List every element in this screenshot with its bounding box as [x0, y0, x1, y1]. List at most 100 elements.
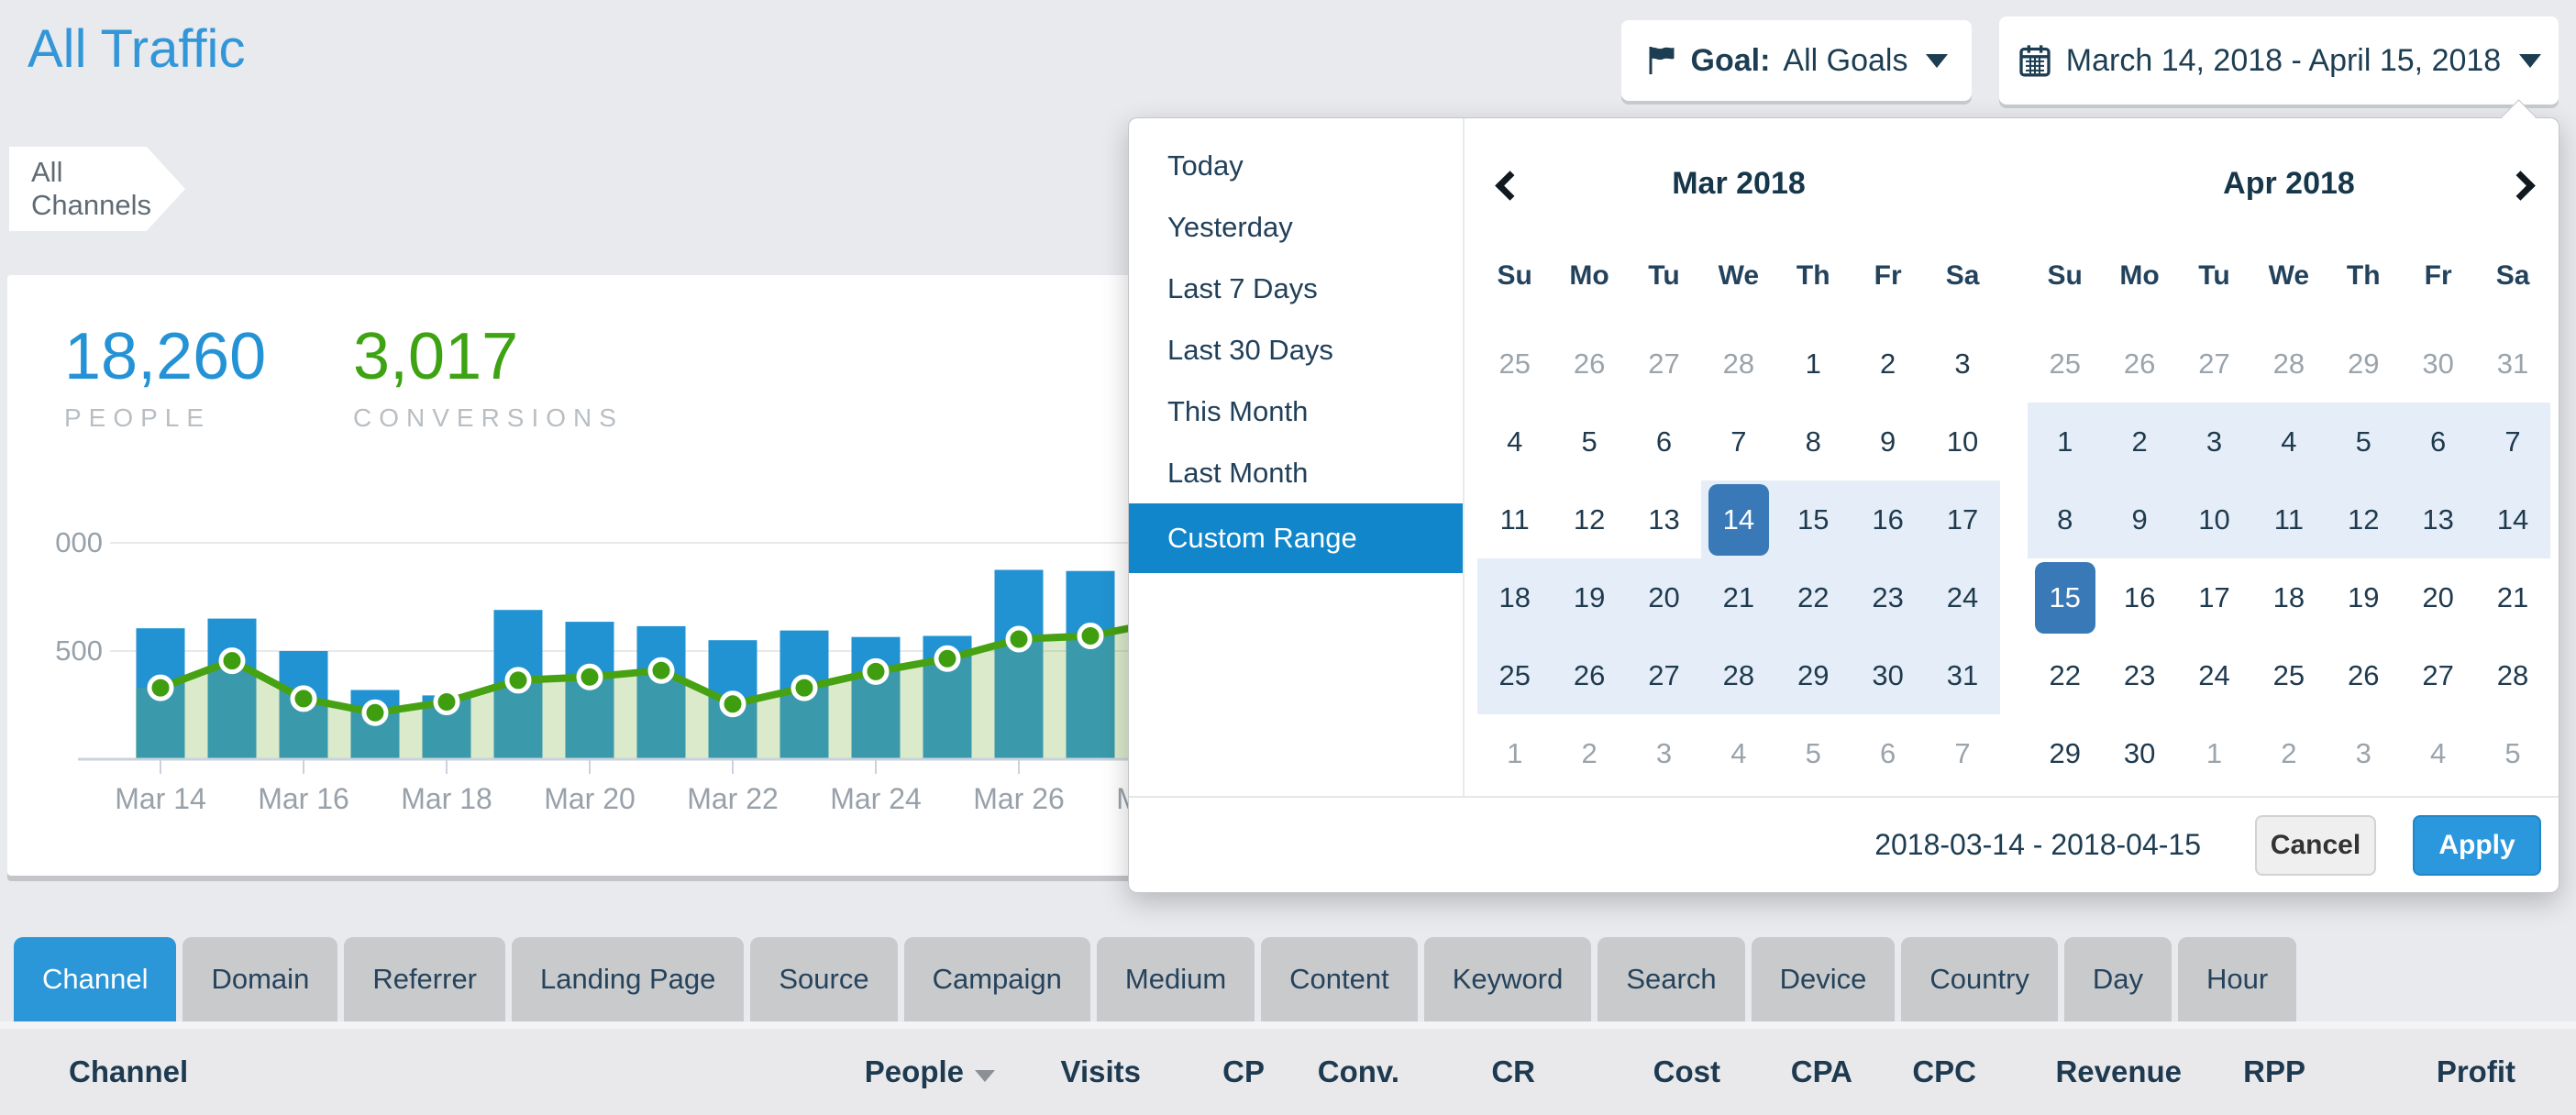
preset-item[interactable]: Today [1167, 149, 1244, 182]
calendar-day[interactable]: 19 [2348, 580, 2380, 613]
tab-referrer[interactable]: Referrer [344, 937, 506, 1021]
calendar-day[interactable]: 11 [1499, 502, 1530, 535]
calendar-day[interactable]: 4 [1730, 736, 1747, 769]
calendar-day[interactable]: 5 [1805, 736, 1821, 769]
calendar-day[interactable]: 2 [2281, 736, 2297, 769]
calendar-day[interactable]: 15 [1775, 480, 1851, 558]
tab-search[interactable]: Search [1598, 937, 1745, 1021]
calendar-day[interactable]: 9 [2102, 480, 2177, 558]
calendar-day[interactable]: 19 [1552, 558, 1627, 636]
column-header-people[interactable]: People [720, 1054, 995, 1089]
calendar-day[interactable]: 4 [2251, 403, 2327, 480]
calendar-day[interactable]: 29 [1775, 636, 1851, 714]
tab-source[interactable]: Source [750, 937, 898, 1021]
tab-day[interactable]: Day [2063, 937, 2172, 1021]
calendar-day[interactable]: 18 [2272, 580, 2305, 613]
preset-item[interactable]: Last 30 Days [1167, 334, 1333, 366]
preset-item-custom-range[interactable]: Custom Range [1129, 503, 1463, 573]
column-header-cp[interactable]: CP [1222, 1054, 1265, 1088]
calendar-day[interactable]: 27 [2422, 658, 2454, 691]
calendar-day[interactable]: 17 [2198, 580, 2230, 613]
calendar-day[interactable]: 26 [1552, 636, 1627, 714]
tab-device[interactable]: Device [1751, 937, 1896, 1021]
tab-channel[interactable]: Channel [14, 937, 177, 1021]
calendar-day[interactable]: 3 [2176, 403, 2252, 480]
preset-item[interactable]: Yesterday [1167, 211, 1293, 243]
calendar-day[interactable]: 31 [2496, 347, 2529, 380]
calendar-day[interactable]: 31 [1925, 636, 2000, 714]
calendar-day[interactable]: 22 [2049, 658, 2081, 691]
calendar-day[interactable]: 12 [1573, 502, 1606, 535]
tab-hour[interactable]: Hour [2178, 937, 2297, 1021]
column-header-conv[interactable]: Conv. [1317, 1054, 1399, 1088]
calendar-day[interactable]: 13 [2400, 480, 2476, 558]
calendar-day[interactable]: 25 [2049, 347, 2081, 380]
calendar-day[interactable]: 9 [1880, 425, 1896, 458]
calendar-day[interactable]: 4 [1507, 425, 1523, 458]
calendar-day[interactable]: 4 [2430, 736, 2447, 769]
calendar-day[interactable]: 8 [2028, 480, 2103, 558]
calendar-day[interactable]: 30 [2123, 736, 2156, 769]
preset-item[interactable]: Last Month [1167, 457, 1309, 489]
calendar-day[interactable]: 17 [1925, 480, 2000, 558]
calendar-day[interactable]: 23 [2123, 658, 2156, 691]
breadcrumb-all-channels[interactable]: All Channels [9, 147, 185, 231]
calendar-day[interactable]: 6 [1880, 736, 1896, 769]
preset-item[interactable]: This Month [1167, 395, 1309, 427]
calendar-day-selected[interactable]: 14 [1701, 480, 1776, 558]
calendar-day[interactable]: 29 [2348, 347, 2380, 380]
column-header-cr[interactable]: CR [1491, 1054, 1535, 1088]
calendar-day[interactable]: 30 [1850, 636, 1926, 714]
calendar-day[interactable]: 30 [2422, 347, 2454, 380]
apply-button[interactable]: Apply [2413, 815, 2541, 876]
calendar-day[interactable]: 20 [1626, 558, 1702, 636]
column-header-cpc[interactable]: CPC [1912, 1054, 1976, 1088]
calendar-day[interactable]: 1 [2206, 736, 2223, 769]
calendar-day[interactable]: 26 [2123, 347, 2156, 380]
calendar-day[interactable]: 25 [1477, 636, 1553, 714]
calendar-day[interactable]: 20 [2422, 580, 2454, 613]
calendar-day[interactable]: 3 [1954, 347, 1971, 380]
calendar-day[interactable]: 3 [1655, 736, 1673, 769]
calendar-day[interactable]: 16 [1850, 480, 1926, 558]
calendar-day[interactable]: 13 [1648, 502, 1680, 535]
calendar-day[interactable]: 2 [1880, 347, 1896, 380]
column-header-revenue[interactable]: Revenue [2055, 1054, 2182, 1088]
calendar-day[interactable]: 12 [2326, 480, 2401, 558]
calendar-day[interactable]: 25 [2272, 658, 2305, 691]
calendar-day[interactable]: 21 [1701, 558, 1776, 636]
calendar-day[interactable]: 10 [2176, 480, 2252, 558]
calendar-day[interactable]: 27 [2198, 347, 2230, 380]
tab-landing-page[interactable]: Landing Page [512, 937, 745, 1021]
date-range-button[interactable]: March 14, 2018 - April 15, 2018 [1999, 17, 2559, 105]
tab-domain[interactable]: Domain [182, 937, 338, 1021]
calendar-day[interactable]: 23 [1850, 558, 1926, 636]
tab-medium[interactable]: Medium [1096, 937, 1255, 1021]
calendar-day[interactable]: 21 [2496, 580, 2529, 613]
tab-keyword[interactable]: Keyword [1423, 937, 1592, 1021]
calendar-day[interactable]: 29 [2049, 736, 2081, 769]
calendar-day[interactable]: 18 [1477, 558, 1553, 636]
calendar-day[interactable]: 25 [1498, 347, 1531, 380]
calendar-day[interactable]: 28 [1722, 347, 1755, 380]
calendar-day[interactable]: 1 [1507, 736, 1523, 769]
column-header-profit[interactable]: Profit [2436, 1054, 2515, 1088]
calendar-day[interactable]: 1 [1805, 347, 1821, 380]
tab-campaign[interactable]: Campaign [903, 937, 1090, 1021]
calendar-day[interactable]: 3 [2355, 736, 2371, 769]
column-header-channel[interactable]: Channel [69, 1054, 189, 1088]
goal-dropdown-button[interactable]: Goal: All Goals [1621, 20, 1972, 101]
calendar-day[interactable]: 8 [1805, 425, 1821, 458]
calendar-day[interactable]: 27 [1648, 347, 1680, 380]
calendar-day[interactable]: 5 [2504, 736, 2521, 769]
tab-content[interactable]: Content [1261, 937, 1418, 1021]
calendar-day[interactable]: 26 [1573, 347, 1606, 380]
calendar-day[interactable]: 27 [1626, 636, 1702, 714]
calendar-day[interactable]: 11 [2251, 480, 2327, 558]
calendar-day[interactable]: 7 [1954, 736, 1971, 769]
calendar-day[interactable]: 6 [1655, 425, 1673, 458]
tab-country[interactable]: Country [1901, 937, 2058, 1021]
calendar-day[interactable]: 5 [2326, 403, 2401, 480]
calendar-day[interactable]: 1 [2028, 403, 2103, 480]
calendar-day[interactable]: 28 [2496, 658, 2529, 691]
